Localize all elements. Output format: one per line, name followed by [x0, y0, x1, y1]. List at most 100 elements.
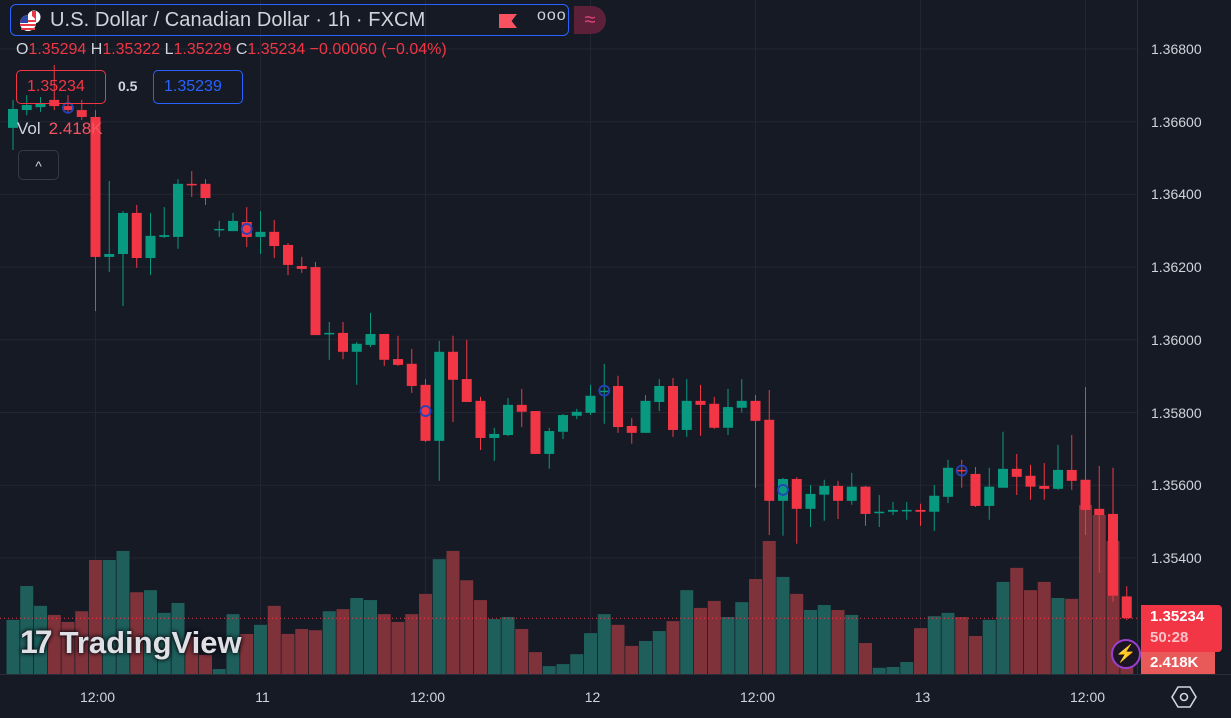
low-label: L [164, 41, 174, 58]
volume-value: 2.418K [48, 119, 103, 138]
volume-bar [542, 666, 556, 674]
volume-bar [267, 605, 281, 674]
candle-body [626, 425, 637, 433]
candle-body [956, 469, 967, 472]
volume-bar [336, 609, 350, 674]
bar-countdown: 50:28 [1150, 629, 1189, 646]
price-tick-label: 1.36000 [1151, 331, 1202, 348]
candle-body [104, 254, 115, 257]
candle-body [324, 332, 335, 335]
volume-bar [611, 624, 625, 674]
open-label: O [16, 41, 29, 58]
volume-bar [1092, 514, 1106, 674]
volume-bar [199, 655, 212, 674]
volume-bar [364, 600, 377, 674]
candle-body [860, 486, 871, 514]
volume-bar [804, 609, 817, 674]
volume-bar [157, 612, 171, 674]
symbol-title[interactable]: U.S. Dollar / Canadian Dollar · 1h · FXC… [50, 9, 426, 31]
time-axis[interactable]: 12:00 11 12:00 12 12:00 13 12:00 [0, 674, 1231, 718]
candle-body [668, 385, 678, 430]
volume-bar [309, 630, 322, 674]
volume-bar [185, 636, 199, 674]
candle-body [791, 479, 802, 509]
volume-bar [34, 605, 47, 674]
lightning-icon[interactable]: ⚡ [1111, 639, 1141, 669]
candle-body [269, 231, 280, 247]
volume-bar [694, 607, 707, 674]
candle-body [186, 183, 197, 186]
time-tick-label: 12:00 [739, 689, 776, 705]
volume-bar [75, 611, 89, 674]
volume-bar [955, 617, 969, 674]
volume-bar [680, 590, 694, 674]
volume-bar [419, 593, 432, 674]
volume-bar [1037, 581, 1051, 674]
volume-legend[interactable]: Vol 2.418K [17, 119, 103, 139]
candle-body [613, 385, 623, 428]
candle-body [1025, 475, 1036, 487]
candle-body [833, 485, 843, 501]
volume-bar [474, 600, 487, 674]
candle-body [778, 479, 788, 501]
candle-body [585, 395, 596, 413]
candle-body [365, 333, 376, 345]
volume-bar [996, 581, 1010, 674]
chart-settings-icon[interactable] [1171, 684, 1197, 710]
close-value: 1.35234 [247, 41, 306, 58]
volume-bar [597, 614, 611, 674]
candle-body [695, 400, 706, 405]
volume-bar [817, 605, 831, 674]
volume-bar [144, 590, 157, 674]
candle-body [118, 212, 128, 255]
candle-body [76, 110, 87, 117]
volume-bar [872, 667, 886, 674]
volume-bar [1079, 505, 1092, 674]
volume-bar [900, 662, 914, 674]
close-label: C [235, 41, 248, 58]
volume-bar [322, 611, 336, 674]
candle-body [970, 473, 981, 506]
last-volume-label: 2.418K [1141, 652, 1215, 674]
volume-bar [460, 580, 474, 674]
candle-body [640, 400, 651, 433]
flag-icon[interactable] [499, 14, 517, 28]
high-value: 1.35322 [102, 41, 161, 58]
candle-body [984, 486, 995, 506]
volume-bar [89, 560, 102, 674]
volume-bar [102, 560, 116, 674]
time-tick-label: 12:00 [79, 689, 116, 705]
price-axis[interactable]: 1.36800 1.36600 1.36400 1.36200 1.36000 1.358… [1137, 0, 1231, 674]
candle-body [255, 231, 266, 237]
volume-bar [707, 600, 721, 674]
symbol-legend[interactable]: U.S. Dollar / Canadian Dollar · 1h · FXC… [10, 4, 569, 36]
high-label: H [90, 41, 103, 58]
buy-button[interactable]: 1.35239 [153, 70, 243, 104]
volume-bar [6, 619, 20, 674]
candle-body [943, 467, 953, 497]
price-tick-label: 1.36800 [1151, 41, 1202, 57]
watermark-text: TradingView [59, 624, 242, 660]
sell-button[interactable]: 1.35234 [16, 70, 106, 104]
indicators-toggle-button[interactable]: ≈ [574, 6, 606, 34]
low-value: 1.35229 [173, 41, 232, 58]
candle-body [654, 385, 665, 402]
candle-body [310, 267, 321, 336]
candle-body [159, 235, 170, 237]
last-price-label: 1.35234 50:28 [1141, 605, 1222, 652]
candle-body [489, 433, 500, 438]
volume-bar [927, 616, 941, 674]
candle-body [709, 403, 720, 428]
volume-bar [570, 654, 584, 674]
candle-body [929, 495, 940, 512]
volume-bar [405, 614, 419, 674]
volume-bar [721, 617, 735, 674]
volume-bar [831, 609, 845, 674]
volume-bar [391, 621, 405, 674]
event-marker [62, 101, 74, 114]
candle-body [241, 222, 252, 237]
event-marker [598, 384, 611, 397]
more-options-button[interactable]: ooo [537, 7, 567, 24]
collapse-legend-button[interactable]: ^ [18, 150, 59, 180]
